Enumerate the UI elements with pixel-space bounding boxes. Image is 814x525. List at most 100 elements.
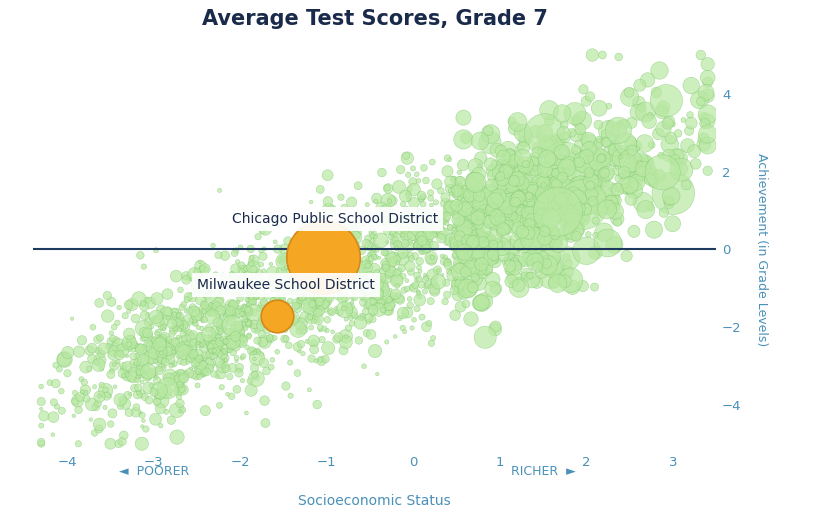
- Point: [434, 211, 447, 219]
- Point: [360, 258, 373, 266]
- Point: [514, 143, 527, 151]
- Point: [240, 319, 253, 328]
- Point: [585, 197, 598, 205]
- Point: [183, 306, 196, 314]
- Point: [544, 138, 557, 146]
- Point: [390, 249, 403, 258]
- Point: [597, 162, 610, 170]
- Point: [404, 262, 417, 270]
- Point: [194, 258, 207, 266]
- Point: [450, 200, 463, 208]
- Point: [629, 145, 642, 153]
- Point: [312, 315, 325, 323]
- Point: [529, 253, 542, 261]
- Point: [304, 314, 317, 323]
- Point: [437, 217, 450, 226]
- Point: [545, 155, 558, 163]
- Point: [456, 243, 469, 251]
- Point: [599, 170, 612, 178]
- Point: [342, 244, 355, 252]
- Point: [170, 406, 183, 415]
- Point: [513, 240, 526, 249]
- Point: [375, 282, 388, 290]
- Point: [190, 306, 203, 314]
- Point: [604, 198, 617, 207]
- Point: [127, 371, 140, 379]
- Point: [517, 129, 530, 137]
- Point: [580, 97, 593, 106]
- Point: [539, 204, 552, 213]
- Point: [457, 278, 470, 287]
- Point: [473, 192, 486, 200]
- Point: [537, 235, 550, 244]
- Point: [548, 278, 561, 287]
- Point: [493, 240, 506, 249]
- Point: [489, 285, 502, 293]
- Point: [379, 259, 392, 267]
- Point: [153, 340, 166, 349]
- Point: [247, 308, 260, 317]
- Point: [549, 230, 562, 239]
- Point: [405, 254, 418, 262]
- Point: [421, 222, 434, 230]
- Point: [411, 240, 424, 249]
- Point: [230, 385, 243, 394]
- Point: [425, 254, 438, 262]
- Point: [116, 346, 129, 355]
- Point: [141, 355, 154, 363]
- Point: [190, 373, 203, 381]
- Point: [446, 271, 459, 280]
- Point: [370, 302, 383, 310]
- Point: [501, 209, 514, 218]
- Point: [230, 354, 243, 362]
- Point: [549, 238, 562, 246]
- Point: [186, 338, 199, 347]
- Point: [374, 275, 387, 283]
- Point: [374, 298, 387, 307]
- Point: [255, 350, 268, 359]
- Point: [205, 307, 218, 315]
- Point: [414, 257, 427, 266]
- Point: [131, 352, 144, 360]
- Point: [580, 152, 593, 161]
- Point: [268, 276, 281, 284]
- Point: [506, 199, 519, 207]
- Point: [214, 329, 227, 337]
- Point: [240, 268, 253, 277]
- Point: [399, 239, 412, 247]
- Point: [615, 154, 628, 162]
- Point: [149, 336, 162, 344]
- Point: [406, 234, 419, 242]
- Point: [142, 373, 155, 381]
- Point: [322, 260, 335, 269]
- Point: [545, 235, 558, 244]
- Point: [297, 277, 310, 286]
- Point: [188, 319, 201, 327]
- Point: [267, 276, 280, 285]
- Point: [247, 290, 260, 299]
- Point: [555, 168, 568, 176]
- Point: [373, 254, 386, 262]
- Point: [514, 171, 527, 179]
- Point: [503, 266, 516, 275]
- Point: [343, 306, 356, 314]
- Point: [327, 260, 340, 268]
- Point: [325, 308, 338, 316]
- Point: [557, 200, 570, 208]
- Point: [573, 204, 586, 213]
- Point: [470, 211, 484, 219]
- Point: [335, 273, 348, 281]
- Point: [376, 286, 389, 294]
- Point: [68, 388, 81, 397]
- Point: [308, 301, 321, 309]
- Point: [427, 242, 440, 250]
- Point: [577, 158, 590, 166]
- Point: [414, 195, 427, 203]
- Point: [556, 109, 569, 118]
- Point: [400, 308, 414, 317]
- Point: [625, 119, 638, 127]
- Point: [497, 201, 510, 209]
- Point: [243, 331, 256, 340]
- Point: [287, 285, 300, 293]
- Point: [313, 292, 326, 301]
